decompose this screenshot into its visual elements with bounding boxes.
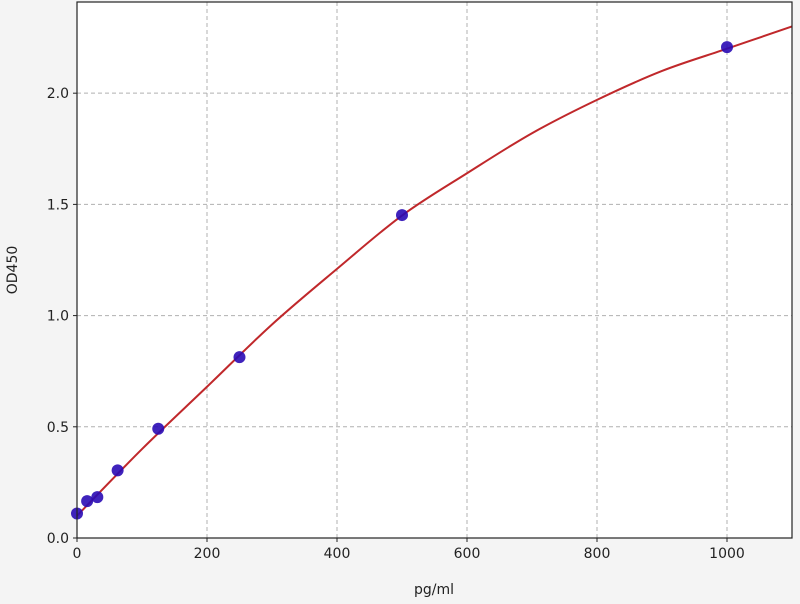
x-tick-label: 1000	[709, 546, 745, 562]
x-axis-label: pg/ml	[414, 582, 454, 598]
data-point	[91, 491, 104, 504]
x-tick-label: 600	[454, 546, 481, 562]
data-point	[721, 41, 733, 54]
y-axis-ticks: 0.0 0.5 1.0 1.5 2.0	[47, 86, 77, 547]
y-tick-label: 0.5	[47, 420, 69, 436]
y-axis-label: OD450	[5, 246, 21, 295]
data-point	[233, 351, 246, 364]
data-point	[81, 495, 94, 508]
data-points	[71, 41, 733, 520]
data-point	[396, 209, 408, 222]
x-tick-label: 0	[73, 546, 82, 562]
fit-curve-group	[76, 25, 793, 517]
y-tick-label: 1.0	[47, 309, 69, 325]
data-point	[111, 464, 124, 477]
x-tick-label: 800	[584, 546, 611, 562]
y-tick-label: 2.0	[47, 86, 69, 102]
plot-frame	[76, 1, 793, 539]
x-axis-ticks: 0 200 400 600 800 1000	[73, 538, 745, 562]
x-tick-label: 200	[194, 546, 221, 562]
x-tick-label: 400	[324, 546, 351, 562]
fit-curve	[76, 25, 793, 517]
y-tick-label: 0.0	[47, 531, 69, 547]
y-tick-label: 1.5	[47, 197, 69, 213]
plot-area	[77, 2, 792, 538]
data-point	[152, 422, 165, 435]
